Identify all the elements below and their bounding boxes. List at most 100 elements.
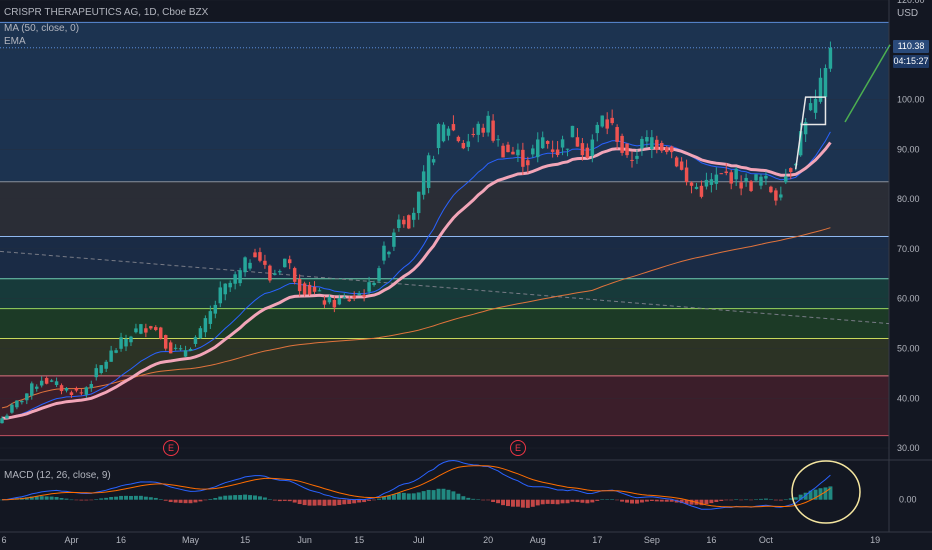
macd-histogram-bar [312, 499, 317, 506]
candle-body [645, 137, 649, 142]
candle-body [769, 186, 773, 193]
candle-body [516, 149, 520, 156]
candle-body [585, 147, 590, 158]
y-tick-label: 100.00 [897, 95, 925, 105]
macd-histogram-bar [89, 499, 94, 501]
macd-histogram-bar [138, 495, 143, 500]
macd-histogram-bar [634, 499, 639, 504]
candle-body [139, 324, 143, 334]
y-tick-label: 80.00 [897, 194, 920, 204]
macd-histogram-bar [94, 499, 99, 500]
macd-histogram-bar [659, 499, 664, 502]
candle-body [168, 342, 173, 354]
macd-histogram-bar [506, 499, 510, 507]
macd-histogram-bar [729, 499, 734, 501]
candle-body [188, 348, 193, 351]
candle-body [466, 141, 471, 147]
macd-histogram-bar [292, 499, 297, 503]
macd-histogram-bar [783, 499, 788, 500]
candle-body [149, 326, 153, 329]
macd-histogram-bar [277, 499, 282, 502]
macd-histogram-bar [515, 499, 520, 507]
macd-histogram-bar [754, 499, 759, 500]
macd-histogram-bar [302, 499, 307, 506]
y-tick-label: 50.00 [897, 343, 920, 353]
macd-histogram-bar [396, 493, 401, 500]
macd-histogram-bar [406, 493, 411, 500]
candle-body [362, 294, 366, 297]
macd-histogram-bar [143, 496, 148, 500]
price-zone [0, 278, 889, 309]
macd-histogram-bar [401, 492, 406, 500]
candle-body [89, 384, 94, 389]
macd-histogram-bar [724, 499, 729, 501]
candle-body [411, 212, 416, 220]
macd-histogram-bar [243, 494, 248, 500]
macd-histogram-bar [64, 498, 69, 500]
macd-histogram-bar [471, 498, 476, 500]
macd-histogram-bar [391, 494, 396, 500]
candle-body [392, 232, 396, 247]
candle-body [664, 147, 669, 152]
candle-body [228, 282, 232, 288]
candle-body [39, 380, 44, 386]
x-tick-label: 19 [870, 535, 880, 545]
candle-body [5, 415, 9, 419]
macd-histogram-bar [238, 495, 243, 500]
macd-histogram-bar [79, 499, 84, 501]
candle-body [273, 273, 277, 275]
macd-histogram-bar [342, 499, 347, 505]
candle-body [44, 378, 49, 384]
macd-histogram-bar [332, 499, 337, 506]
macd-histogram-bar [153, 497, 158, 500]
macd-histogram-bar [823, 487, 828, 500]
candle-body [575, 137, 580, 147]
candle-body [332, 299, 337, 308]
macd-histogram-bar [119, 495, 124, 500]
candle-body [828, 47, 833, 69]
candle-body [580, 143, 585, 156]
macd-histogram-bar [679, 499, 684, 504]
macd-tick-label: 0.00 [899, 495, 917, 505]
y-tick-label: 30.00 [897, 443, 920, 453]
candle-body [650, 137, 654, 149]
macd-histogram-bar [74, 499, 79, 501]
macd-histogram-bar [173, 499, 178, 503]
candle-body [471, 133, 476, 135]
macd-histogram-bar [49, 496, 54, 500]
macd-histogram-bar [709, 499, 714, 504]
macd-histogram-bar [431, 490, 436, 500]
earnings-marker[interactable]: E [163, 440, 179, 456]
macd-histogram-bar [29, 496, 34, 500]
candle-body [218, 287, 223, 304]
macd-histogram-bar [788, 498, 793, 500]
candle-body [754, 174, 758, 181]
candle-body [481, 127, 485, 133]
candle-body [20, 400, 24, 403]
macd-histogram-bar [575, 499, 580, 503]
macd-histogram-bar [34, 496, 39, 500]
macd-histogram-bar [803, 492, 808, 500]
macd-histogram-bar [272, 499, 277, 501]
candle-body [193, 337, 198, 344]
candle-body [297, 278, 302, 292]
earnings-marker[interactable]: E [510, 440, 526, 456]
candle-body [714, 174, 719, 184]
candle-body [64, 387, 69, 391]
x-tick-label: Jul [413, 535, 425, 545]
candle-body [446, 128, 451, 136]
candle-body [292, 268, 297, 282]
candle-body [238, 270, 242, 284]
macd-histogram-bar [763, 498, 768, 500]
macd-histogram-bar [466, 497, 471, 500]
candle-body [451, 124, 456, 131]
candle-body [550, 149, 555, 152]
macd-histogram-bar [758, 498, 763, 500]
candle-body [590, 139, 595, 156]
macd-histogram-bar [654, 499, 659, 502]
candle-body [456, 136, 461, 142]
price-zone [0, 22, 889, 182]
candle-body [655, 139, 659, 150]
macd-histogram-bar [208, 498, 213, 500]
